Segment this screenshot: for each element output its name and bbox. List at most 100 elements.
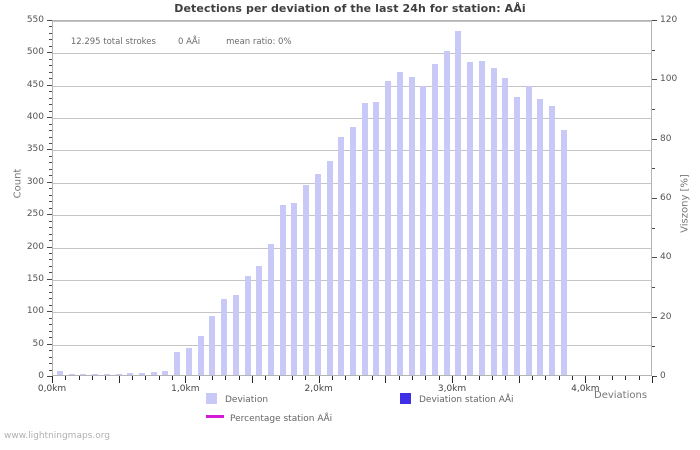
- annotation-total-strokes: 12.295 total strokes: [70, 37, 156, 47]
- x-axis-tick-major: [185, 376, 187, 383]
- bar: [127, 373, 134, 375]
- x-axis-tick-minor: [505, 376, 507, 380]
- y-axis-left-tick-minor: [49, 369, 52, 371]
- y-axis-left-tick-minor: [49, 259, 52, 261]
- y-axis-left-tick-major: [47, 343, 52, 345]
- bar: [80, 373, 87, 375]
- y-axis-right-tick-label: 100: [660, 74, 678, 85]
- y-axis-left-tick-minor: [49, 194, 52, 196]
- y-axis-left-tick-major: [47, 181, 52, 183]
- x-axis-tick-label: 2,0km: [304, 384, 333, 394]
- bar: [338, 137, 345, 375]
- x-axis-tick-minor: [238, 376, 240, 380]
- x-axis-tick-minor: [105, 376, 107, 380]
- bar: [502, 77, 509, 375]
- x-axis-tick-minor: [278, 376, 280, 380]
- bar: [103, 373, 110, 375]
- y-axis-left-tick-minor: [49, 227, 52, 229]
- y-axis-left-tick-minor: [49, 220, 52, 222]
- bar: [478, 61, 485, 375]
- bar: [197, 336, 204, 375]
- bar: [525, 86, 532, 375]
- x-axis-tick-minor: [158, 376, 160, 380]
- y-axis-left-tick-minor: [49, 298, 52, 300]
- x-axis-tick-minor: [398, 376, 400, 380]
- y-axis-left-tick-minor: [49, 65, 52, 67]
- y-axis-left-tick-minor: [49, 337, 52, 339]
- y-axis-right-tick-label: 80: [660, 133, 672, 144]
- x-axis-tick-major: [52, 376, 53, 383]
- y-axis-left-tick-label: 150: [26, 273, 44, 284]
- y-axis-right-title: Viszony [%]: [679, 174, 691, 233]
- x-axis-tick-minor: [478, 376, 480, 380]
- x-axis-tick-minor: [438, 376, 440, 380]
- y-axis-left-tick-minor: [49, 330, 52, 332]
- bar: [349, 127, 356, 375]
- legend-line-marker: [206, 415, 224, 418]
- y-axis-left-tick-minor: [49, 162, 52, 164]
- legend-label: Deviation station AÅi: [419, 395, 514, 405]
- x-axis-tick-label: 4,0km: [571, 384, 600, 394]
- y-axis-left-tick-minor: [49, 78, 52, 80]
- bar: [256, 266, 263, 375]
- y-axis-left-tick-major: [47, 84, 52, 86]
- y-axis-left-tick-major: [47, 20, 52, 21]
- y-axis-left-tick-minor: [49, 188, 52, 190]
- gridline: [53, 118, 651, 120]
- legend-item[interactable]: Deviation station AÅi: [400, 393, 514, 405]
- x-axis-tick-minor: [532, 376, 533, 380]
- y-axis-left: 0 50 100 150 200 250 300 350 400 450 500 550: [0, 15, 52, 381]
- y-axis-right-tick-major: [652, 79, 657, 81]
- y-axis-right-tick-major: [652, 20, 657, 21]
- x-axis-tick-minor: [265, 376, 267, 380]
- x-axis: 0,0km 1,0km 2,0km 3,0km 4,0km: [38, 376, 653, 398]
- y-axis-left-tick-major: [47, 149, 52, 151]
- bar: [232, 294, 239, 375]
- legend-swatch-marker: [206, 393, 217, 404]
- x-axis-tick-minor: [92, 376, 93, 380]
- y-axis-right-tick-minor: [652, 168, 655, 170]
- x-axis-tick-minor: [465, 376, 467, 380]
- y-axis-right-tick-label: 20: [660, 311, 672, 322]
- bar: [303, 185, 310, 375]
- y-axis-left-tick-minor: [49, 175, 52, 177]
- x-axis-tick-minor: [78, 376, 80, 380]
- x-axis-tick-label: 0,0km: [37, 384, 67, 394]
- y-axis-left-tick-minor: [49, 45, 52, 47]
- y-axis-left-title: Count: [12, 168, 24, 199]
- y-axis-right-tick-label: 0: [660, 371, 666, 381]
- y-axis-left-tick-minor: [49, 39, 52, 41]
- y-axis-left-tick-minor: [49, 71, 52, 73]
- y-axis-left-tick-minor: [49, 201, 52, 203]
- x-axis-tick-minor: [172, 376, 173, 380]
- y-axis-left-tick-label: 400: [26, 112, 44, 123]
- y-axis-left-tick-minor: [49, 233, 52, 235]
- y-axis-left-tick-major: [47, 278, 52, 280]
- annotation-mean-ratio: mean ratio: 0%: [226, 37, 292, 47]
- y-axis-left-tick-label: 50: [32, 338, 44, 349]
- bar: [432, 63, 438, 375]
- bar: [467, 62, 474, 375]
- bar: [537, 98, 544, 375]
- y-axis-right-tick-minor: [652, 49, 655, 51]
- y-axis-left-tick-minor: [49, 155, 52, 157]
- y-axis-left-tick-label: 0: [38, 371, 44, 381]
- x-axis-tick-major: [318, 376, 320, 383]
- y-axis-left-tick-minor: [49, 104, 52, 106]
- x-axis-tick-minor: [545, 376, 547, 380]
- y-axis-left-tick-minor: [49, 324, 52, 326]
- y-axis-right-tick-minor: [652, 109, 655, 110]
- bar: [68, 373, 75, 375]
- legend-item[interactable]: Percentage station AÅi: [206, 414, 332, 424]
- x-axis-tick-minor: [292, 376, 293, 380]
- y-axis-left-tick-minor: [49, 304, 52, 306]
- chart-title: Detections per deviation of the last 24h…: [174, 2, 526, 15]
- gridline: [53, 21, 651, 22]
- bar: [326, 161, 333, 375]
- legend-item[interactable]: Deviation: [206, 393, 268, 405]
- y-axis-right-tick-minor: [652, 227, 655, 229]
- y-axis-left-tick-label: 550: [26, 15, 44, 25]
- y-axis-left-tick-label: 300: [26, 176, 44, 187]
- y-axis-left-tick-minor: [49, 356, 52, 358]
